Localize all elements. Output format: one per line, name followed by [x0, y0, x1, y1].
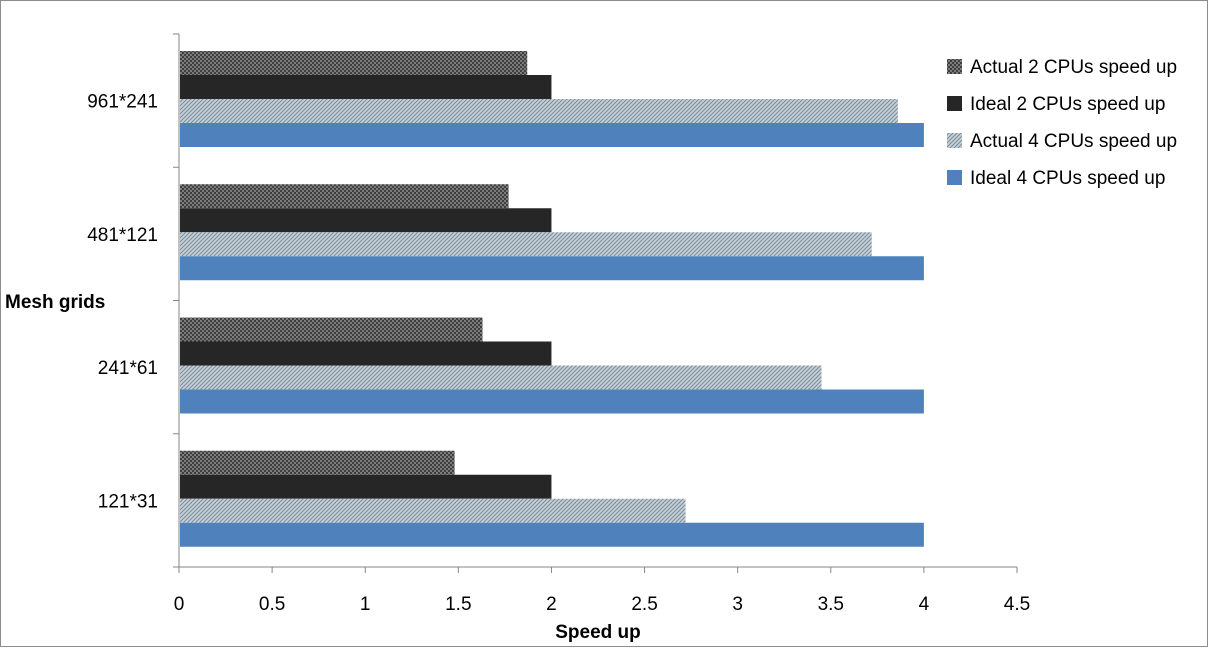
x-tick-label: 1: [360, 594, 371, 615]
y-axis-title: Mesh grids: [5, 292, 105, 313]
bar: [180, 208, 552, 233]
bar: [180, 498, 686, 523]
legend-swatch: [947, 133, 962, 148]
x-tick-label: 2.5: [631, 594, 657, 615]
bar: [180, 389, 924, 414]
legend-label: Ideal 2 CPUs speed up: [970, 94, 1165, 115]
x-axis-title: Speed up: [555, 622, 641, 643]
bar: [180, 75, 552, 99]
axes-layer: [173, 33, 1018, 573]
bar: [180, 317, 483, 342]
bar: [180, 99, 898, 123]
y-category-label: 241*61: [98, 358, 158, 379]
legend-swatch: [947, 59, 962, 74]
legend-label: Actual 2 CPUs speed up: [970, 57, 1177, 78]
bar: [180, 123, 924, 147]
bar: [180, 341, 552, 366]
bar: [180, 522, 924, 547]
x-tick-label: 4.5: [1004, 594, 1030, 615]
legend-label: Ideal 4 CPUs speed up: [970, 168, 1165, 189]
legend-swatch: [947, 170, 962, 185]
bar: [180, 450, 455, 475]
labels-layer: Speed up Mesh grids 0 0.5 1 1.5 2 2.5 3 3.5 4 4.5…: [5, 92, 1030, 643]
bar: [180, 474, 552, 499]
x-tick-label: 2: [546, 594, 557, 615]
x-tick-label: 4: [919, 594, 930, 615]
bar: [180, 365, 822, 390]
bars-layer: [180, 51, 924, 547]
y-category-label: 961*241: [87, 92, 158, 113]
legend-label: Actual 4 CPUs speed up: [970, 131, 1177, 152]
x-tick-label: 0.5: [259, 594, 285, 615]
x-tick-label: 3: [732, 594, 743, 615]
legend: Actual 2 CPUs speed up Ideal 2 CPUs speed…: [947, 57, 1177, 189]
x-tick-label: 1.5: [445, 594, 471, 615]
x-tick-label: 0: [174, 594, 185, 615]
bar: [180, 232, 872, 257]
bar: [180, 51, 528, 75]
legend-swatch: [947, 96, 962, 111]
bar: [180, 256, 924, 281]
bar: [180, 184, 509, 209]
y-category-label: 481*121: [87, 225, 158, 246]
y-category-label: 121*31: [98, 491, 158, 512]
x-tick-label: 3.5: [818, 594, 844, 615]
